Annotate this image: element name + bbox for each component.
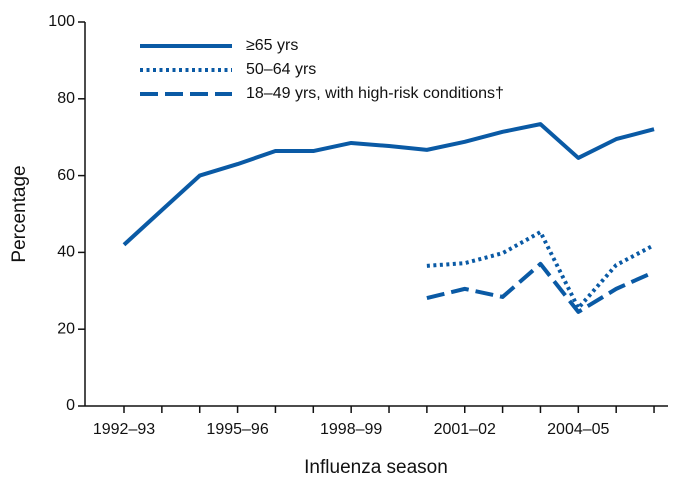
legend-label: ≥65 yrs bbox=[246, 37, 298, 54]
series-line bbox=[426, 261, 655, 314]
x-tick-label: 1995–96 bbox=[206, 421, 268, 438]
legend-label: 50–64 yrs bbox=[246, 61, 316, 78]
x-axis-title: Influenza season bbox=[304, 457, 448, 478]
y-tick-label: 60 bbox=[57, 167, 75, 184]
series-line bbox=[426, 230, 655, 311]
legend-label: 18–49 yrs, with high-risk conditions† bbox=[246, 85, 504, 102]
x-tick-label: 2004–05 bbox=[547, 421, 609, 438]
x-tick-label: 2001–02 bbox=[434, 421, 496, 438]
y-tick-label: 0 bbox=[66, 397, 75, 414]
y-axis-title: Percentage bbox=[9, 165, 30, 262]
series-line bbox=[122, 122, 655, 247]
x-tick-label: 1992–93 bbox=[93, 421, 155, 438]
y-tick-label: 20 bbox=[57, 320, 75, 337]
x-tick-label: 1998–99 bbox=[320, 421, 382, 438]
y-tick-label: 80 bbox=[57, 90, 75, 107]
y-tick-label: 40 bbox=[57, 244, 75, 261]
y-tick-label: 100 bbox=[48, 13, 75, 30]
